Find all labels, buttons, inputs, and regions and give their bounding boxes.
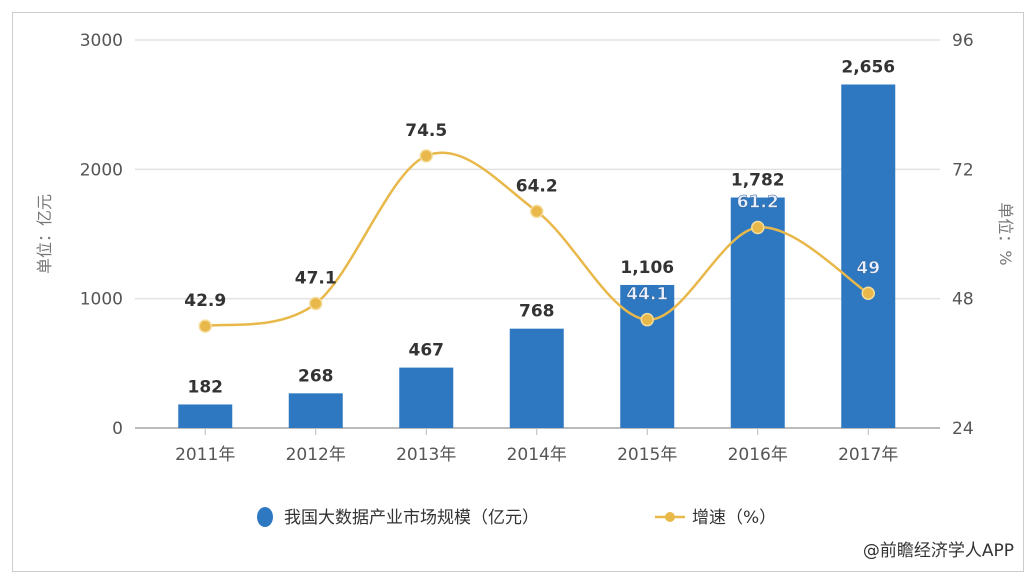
left-axis-title: 单位：亿元 <box>35 194 54 274</box>
bar-value-label: 268 <box>298 366 334 386</box>
bar <box>399 367 454 428</box>
x-tick-label: 2015年 <box>617 445 677 465</box>
line-value-label: 49 <box>856 258 880 278</box>
line-point <box>861 286 875 301</box>
line-point <box>640 312 654 327</box>
x-tick-label: 2017年 <box>838 445 898 465</box>
line-point <box>309 296 323 311</box>
right-tick-label: 72 <box>952 160 974 180</box>
bar <box>288 393 343 428</box>
left-tick-label: 0 <box>112 419 123 439</box>
x-tick-label: 2016年 <box>728 445 788 465</box>
bar <box>841 84 896 429</box>
line-value-label: 64.2 <box>516 176 558 196</box>
bar-value-label: 182 <box>188 377 224 397</box>
chart-frame <box>12 12 1024 572</box>
legend-bar-marker <box>257 507 273 527</box>
x-tick-label: 2014年 <box>507 445 567 465</box>
x-tick-label: 2013年 <box>396 445 456 465</box>
right-tick-label: 48 <box>952 290 974 310</box>
line-point <box>751 220 765 235</box>
line-value-label: 42.9 <box>184 291 226 311</box>
legend-line-label: 增速（%） <box>692 508 776 528</box>
bar <box>620 284 675 428</box>
bar <box>178 404 233 428</box>
bar-value-label: 1,106 <box>620 258 674 278</box>
line-point <box>419 149 433 163</box>
line-value-label: 74.5 <box>405 121 447 141</box>
x-tick-label: 2011年 <box>175 445 235 465</box>
line-value-label: 47.1 <box>295 269 337 289</box>
bar-value-label: 1,782 <box>731 171 785 191</box>
right-tick-label: 24 <box>952 419 974 439</box>
right-axis-title: 单位：% <box>996 202 1015 265</box>
bar-value-label: 768 <box>519 302 555 322</box>
line-point <box>198 319 212 333</box>
bar-value-label: 467 <box>409 341 445 361</box>
x-tick-label: 2012年 <box>286 445 346 465</box>
line-point <box>530 204 544 219</box>
right-tick-label: 96 <box>952 31 974 51</box>
legend-line-point <box>665 512 675 522</box>
credit-text: @前瞻经济学人APP <box>862 541 1014 561</box>
line-value-label: 44.1 <box>626 285 668 305</box>
bar <box>509 328 564 428</box>
left-tick-label: 2000 <box>80 160 123 180</box>
line-value-label: 61.2 <box>737 193 779 213</box>
left-tick-label: 3000 <box>80 31 123 51</box>
left-tick-label: 1000 <box>80 290 123 310</box>
bar-value-label: 2,656 <box>841 57 895 77</box>
legend-bar-label: 我国大数据产业市场规模（亿元） <box>284 508 539 528</box>
